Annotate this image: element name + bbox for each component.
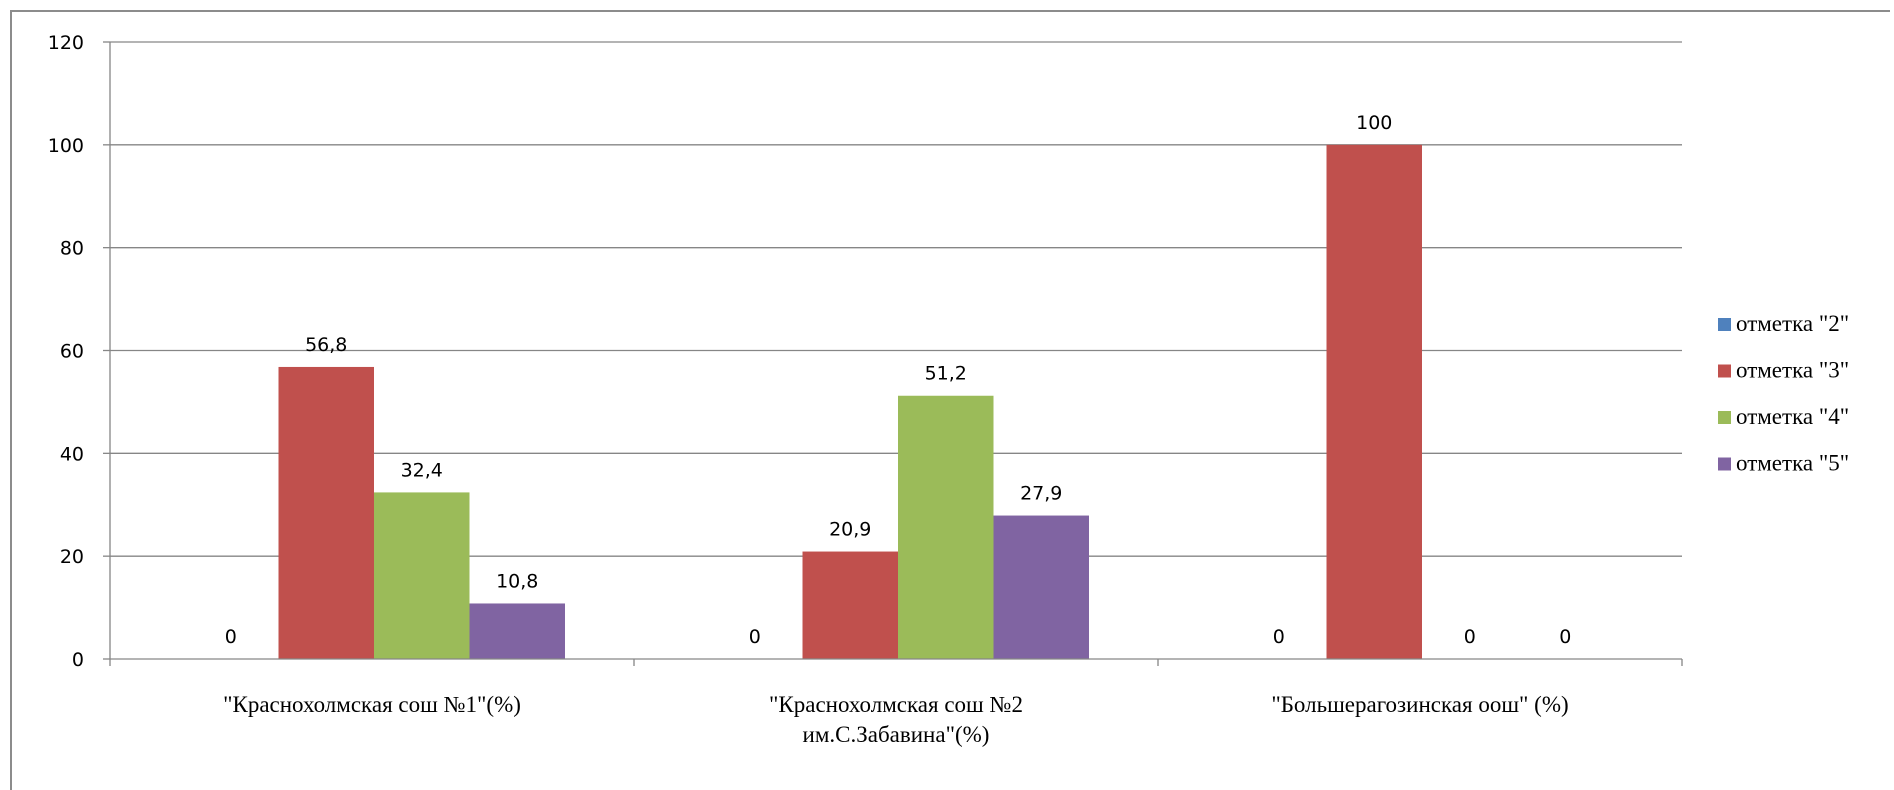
legend-swatch [1718,318,1731,331]
data-label: 0 [1273,626,1285,648]
legend-label: отметка "5" [1736,451,1849,476]
legend-label: отметка "2" [1736,311,1849,336]
category-label: им.С.Забавина"(%) [803,722,990,747]
y-tick-label: 0 [72,649,84,671]
y-tick-label: 120 [48,32,84,54]
data-label: 0 [1464,626,1476,648]
legend-label: отметка "3" [1736,358,1849,383]
data-label: 27,9 [1020,483,1062,505]
y-tick-label: 20 [60,546,84,568]
legend: отметка "2" отметка "3" отметка "4" отметка… [1718,311,1849,476]
bar [898,396,994,659]
y-tick-label: 100 [48,135,84,157]
data-label: 0 [1559,626,1571,648]
bars [279,145,1423,659]
bar [470,603,566,659]
category-label: "Краснохолмская сош №1"(%) [223,692,521,717]
legend-swatch [1718,411,1731,424]
data-label: 10,8 [496,570,538,592]
bar [279,367,375,659]
legend-swatch [1718,365,1731,378]
bar [1327,145,1423,659]
legend-label: отметка "4" [1736,404,1849,429]
data-label: 100 [1356,112,1392,134]
data-label: 0 [749,626,761,648]
data-label: 20,9 [829,519,871,541]
category-label: "Краснохолмская сош №2 [769,692,1023,717]
y-tick-label: 80 [60,238,84,260]
data-label: 51,2 [925,363,967,385]
y-axis: 0 20 40 60 80 100 120 [48,32,110,671]
category-label: "Большерагозинская оош" (%) [1271,692,1568,717]
data-label: 32,4 [401,459,443,481]
bar [374,492,470,659]
bar [803,552,899,659]
data-label: 56,8 [305,334,347,356]
y-tick-label: 40 [60,443,84,465]
bar [994,516,1090,659]
y-tick-label: 60 [60,341,84,363]
x-axis: "Краснохолмская сош №1"(%) "Краснохолмска… [110,659,1682,747]
legend-swatch [1718,458,1731,471]
data-label: 0 [225,626,237,648]
